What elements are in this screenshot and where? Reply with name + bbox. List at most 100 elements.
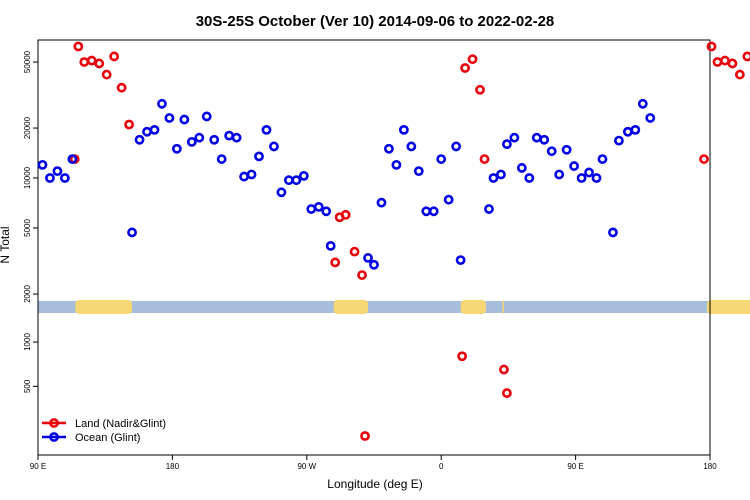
land-point <box>499 364 509 375</box>
x-tick-label: 180 <box>703 462 717 471</box>
ocean-point <box>134 134 145 145</box>
ocean-point <box>524 173 535 183</box>
ocean-point <box>597 154 608 164</box>
ocean-point <box>164 113 175 123</box>
ocean-point <box>509 132 520 143</box>
ocean-point <box>269 141 279 152</box>
ocean-band <box>38 301 710 313</box>
ocean-point <box>645 113 656 123</box>
ocean-point <box>502 139 512 150</box>
land-point <box>330 257 341 268</box>
ocean-point <box>569 161 580 171</box>
x-tick-label: 0 <box>439 462 444 471</box>
land-point <box>467 54 478 65</box>
ocean-point <box>484 204 494 214</box>
ocean-point <box>149 124 160 135</box>
chart-title: 30S-25S October (Ver 10) 2014-09-06 to 2… <box>196 13 555 30</box>
ocean-point <box>291 175 302 186</box>
land-point <box>742 51 750 62</box>
land-point <box>479 154 490 164</box>
y-tick-label: 10000 <box>23 166 32 189</box>
ocean-point <box>488 173 499 183</box>
ocean-point <box>561 144 572 155</box>
land-segment <box>460 300 486 314</box>
ocean-point <box>276 187 287 198</box>
ocean-point <box>384 143 394 154</box>
ocean-point <box>376 197 387 208</box>
ocean-point <box>539 134 550 145</box>
ocean-point <box>630 124 641 135</box>
ocean-point <box>443 194 454 205</box>
ocean-point <box>186 137 197 147</box>
land-point <box>94 58 105 69</box>
land-point <box>101 69 112 80</box>
ocean-point <box>201 111 212 122</box>
ocean-point <box>179 114 190 125</box>
land-point <box>699 154 709 164</box>
land-point <box>340 209 351 220</box>
land-segment <box>75 300 133 314</box>
ocean-point <box>516 163 527 173</box>
ocean-point <box>436 154 447 164</box>
ocean-point <box>554 169 565 180</box>
land-segment <box>333 300 369 314</box>
land-point <box>706 41 717 52</box>
legend-ocean-label: Ocean (Glint) <box>75 432 140 444</box>
legend-land-label: Land (Nadir&Glint) <box>75 418 166 430</box>
ocean-point <box>608 227 618 238</box>
ocean-point <box>231 132 242 143</box>
ocean-point <box>37 159 48 170</box>
ocean-point <box>209 134 220 145</box>
land-point <box>73 41 84 52</box>
ocean-point <box>321 206 332 217</box>
ocean-point <box>261 124 272 135</box>
y-tick-label: 20000 <box>23 116 32 139</box>
ocean-point <box>451 141 462 152</box>
y-tick-label: 500 <box>23 379 32 393</box>
ocean-point <box>398 124 409 135</box>
y-tick-label: 1000 <box>23 333 32 351</box>
land-point <box>734 69 745 80</box>
ocean-point <box>406 141 417 152</box>
land-segment <box>707 300 750 314</box>
ocean-point <box>216 154 227 164</box>
land-point <box>460 63 470 73</box>
ocean-point <box>576 173 587 183</box>
axes: 90 E 180 90 W 0 90 E 180 2000 5000 10000 20000 500… <box>23 39 717 471</box>
ocean-point <box>246 169 257 180</box>
y-tick-label: 2000 <box>23 285 32 303</box>
ocean-point <box>584 167 594 178</box>
land-point <box>116 82 127 93</box>
x-tick-label: 180 <box>166 462 180 471</box>
x-tick-label: 90 E <box>30 462 46 471</box>
ocean-point <box>496 169 506 180</box>
ocean-point <box>254 151 264 162</box>
legend-land-marker <box>49 418 59 428</box>
ocean-point <box>591 173 602 183</box>
ocean-point <box>614 135 624 146</box>
x-tick-label: 90 W <box>297 462 316 471</box>
x-axis-label: Longitude (deg E) <box>327 477 422 491</box>
ocean-point <box>369 259 379 270</box>
ocean-point <box>363 253 373 263</box>
y-tick-label: 5000 <box>23 219 32 237</box>
data-points <box>37 41 750 441</box>
land-point <box>727 58 738 69</box>
land-ocean-band <box>38 300 750 314</box>
legend: Land (Nadir&Glint) Ocean (Glint) <box>42 418 166 444</box>
legend-ocean-marker <box>49 432 59 442</box>
land-point <box>502 388 512 398</box>
land-segment <box>502 300 504 314</box>
ocean-point <box>413 166 424 177</box>
ocean-point <box>428 206 439 217</box>
ocean-point <box>637 98 648 109</box>
ocean-point <box>67 154 78 164</box>
ocean-point <box>171 143 182 154</box>
ocean-point <box>194 132 205 143</box>
y-tick-label: 50000 <box>23 50 32 73</box>
ocean-point <box>325 240 336 251</box>
ocean-point <box>298 170 309 181</box>
y-axis-label: N Total <box>0 226 12 263</box>
